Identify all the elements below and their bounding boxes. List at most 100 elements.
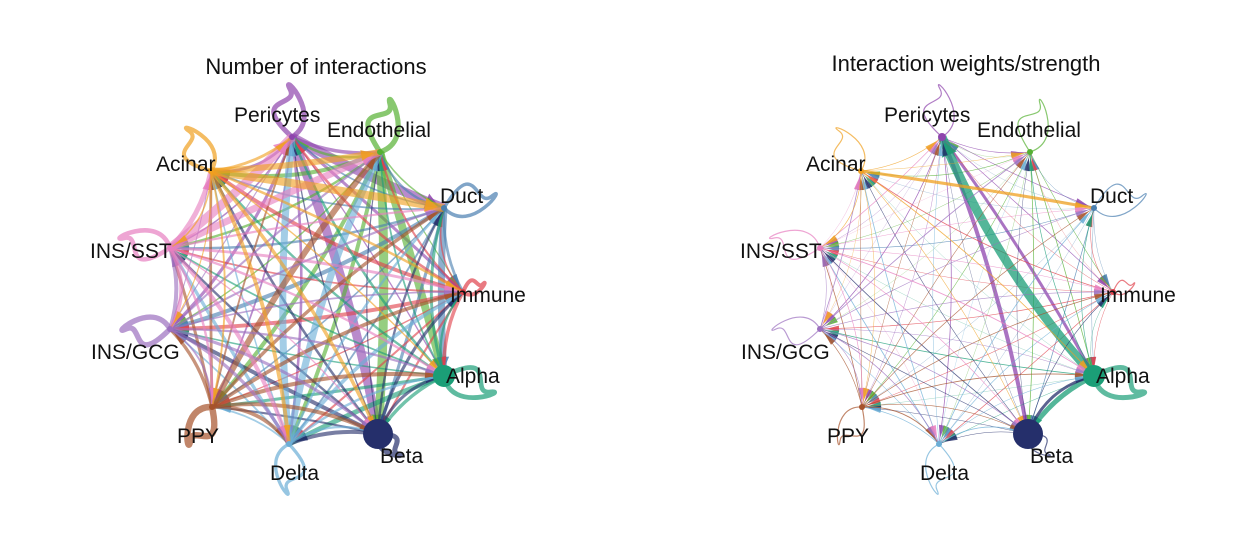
edge-alpha-to-endothelial (379, 151, 445, 377)
node-label-pericytes: Pericytes (884, 104, 970, 127)
arrowhead-acinar-to-endothelial (360, 150, 375, 161)
edge-ins_sst-to-immune (819, 247, 1114, 293)
node-label-acinar: Acinar (156, 153, 216, 176)
edge-beta-to-acinar (860, 170, 1029, 435)
node-beta (363, 419, 393, 449)
node-immune (1110, 289, 1116, 295)
edge-ins_gcg-to-immune (169, 291, 464, 330)
edge-ppy-to-pericytes (861, 136, 943, 408)
self-loop-ppy (184, 403, 218, 448)
node-label-immune: Immune (1100, 284, 1176, 307)
self-loop-delta (925, 443, 955, 495)
edge-ins_gcg-to-alpha (819, 328, 1095, 377)
node-ppy (209, 404, 215, 410)
edge-immune-to-delta (938, 291, 1114, 445)
arrowhead-immune-to-ins_gcg (826, 325, 840, 332)
edge-ins_sst-to-endothelial (168, 148, 382, 252)
node-label-delta: Delta (270, 462, 319, 485)
node-label-ins-sst: INS/SST (90, 240, 172, 263)
edge-delta-to-alpha (938, 375, 1095, 445)
arrowhead-duct-to-immune (1101, 273, 1111, 287)
arrowhead-alpha-to-duct (1085, 213, 1093, 228)
edge-ppy-to-beta (861, 403, 1029, 435)
node-label-pericytes: Pericytes (234, 104, 320, 127)
edge-immune-to-endothelial (1029, 151, 1114, 293)
self-loop-beta (1026, 433, 1051, 457)
edge-endothelial-to-immune (1029, 151, 1114, 293)
node-label-alpha: Alpha (1096, 365, 1150, 388)
edge-ins_sst-to-beta (819, 247, 1029, 435)
edge-delta-to-ins_sst (819, 247, 940, 445)
edge-acinar-to-ins_gcg (169, 170, 212, 330)
edge-ins_gcg-to-duct (819, 207, 1095, 330)
edge-acinar-to-alpha (860, 170, 1095, 377)
node-label-alpha: Alpha (446, 365, 500, 388)
edge-acinar-to-ppy (860, 170, 876, 408)
edge-ins_sst-to-ppy (819, 247, 863, 408)
arrowhead-ppy-to-delta (925, 426, 936, 440)
self-loop-endothelial (1017, 98, 1049, 153)
edge-acinar-to-ppy (210, 170, 226, 408)
edge-beta-to-duct (376, 207, 446, 435)
arrowhead-ins_gcg-to-delta (927, 425, 937, 439)
arrowhead-acinar-to-immune (445, 280, 458, 290)
edge-endothelial-to-beta (373, 151, 389, 435)
edge-immune-to-ins_sst (819, 247, 1114, 293)
node-label-immune: Immune (450, 284, 526, 307)
interaction-weight-network: Interaction weights/strength Pericytes E… (740, 51, 1176, 495)
edge-beta-to-ins_gcg (819, 328, 1029, 435)
node-label-ins-gcg: INS/GCG (91, 341, 180, 364)
arrowhead-endothelial-to-ins_sst (825, 241, 840, 247)
edge-acinar-to-ins_gcg (819, 170, 862, 330)
node-delta (286, 441, 292, 447)
node-alpha (1083, 365, 1105, 387)
arrowhead-beta-to-pericytes (941, 142, 948, 157)
arrowhead-beta-to-duct (432, 213, 442, 227)
edge-ins_gcg-to-beta (819, 328, 1029, 435)
arrowhead-acinar-to-ppy (863, 387, 870, 402)
node-alpha (433, 365, 455, 387)
arrowhead-ins_gcg-to-immune (1094, 288, 1107, 295)
edge-acinar-to-alpha (210, 170, 445, 377)
arrowhead-ins_sst-to-immune (1093, 284, 1108, 291)
node-label-ppy: PPY (827, 425, 869, 448)
edge-alpha-to-pericytes (290, 136, 445, 377)
arrowhead-acinar-to-ins_sst (825, 235, 838, 245)
node-pericytes (938, 133, 946, 141)
panel-title: Number of interactions (205, 54, 426, 79)
edge-beta-to-endothelial (366, 151, 381, 435)
node-ins_gcg (167, 326, 173, 332)
self-loop-ins_sst (768, 229, 821, 260)
arrowhead-beta-to-ins_sst (824, 252, 836, 264)
edge-endothelial-to-beta (1027, 151, 1035, 435)
arrowhead-acinar-to-ins_gcg (823, 311, 833, 324)
edge-ppy-to-alpha (211, 371, 445, 409)
node-ppy (859, 404, 865, 410)
self-loop-duct (1093, 183, 1147, 217)
edge-delta-to-immune (287, 290, 464, 446)
node-label-endothelial: Endothelial (327, 119, 431, 142)
edge-immune-to-ins_sst (169, 247, 464, 293)
edge-ins_gcg-to-acinar (819, 170, 862, 330)
edge-ins_sst-to-duct (169, 206, 445, 250)
interaction-count-network: Number of interactions Pericytes Endothe… (90, 54, 526, 496)
arrowhead-beta-to-immune (446, 296, 459, 307)
self-loop-acinar (833, 127, 866, 172)
edge-endothelial-to-ins_sst (819, 151, 1031, 249)
edge-acinar-to-endothelial (860, 151, 1031, 172)
edge-beta-to-immune (1027, 291, 1114, 435)
edge-alpha-to-endothelial (1029, 151, 1095, 377)
node-acinar (208, 168, 214, 174)
arrowhead-ins_gcg-to-endothelial (1013, 155, 1026, 166)
edge-acinar-to-duct (860, 169, 1095, 210)
edge-acinar-to-beta (209, 169, 380, 435)
self-loop-pericytes (923, 83, 955, 138)
arrowhead-immune-to-alpha (1090, 356, 1097, 370)
arrowhead-acinar-to-ppy (213, 387, 220, 402)
self-loops (768, 83, 1148, 495)
arrowhead-acinar-to-pericytes (925, 140, 938, 152)
edge-ins_sst-to-alpha (819, 247, 1095, 377)
node-labels: Pericytes Endothelial Duct Immune Alpha … (90, 104, 526, 485)
arrowhead-acinar-to-endothelial (1010, 152, 1025, 159)
